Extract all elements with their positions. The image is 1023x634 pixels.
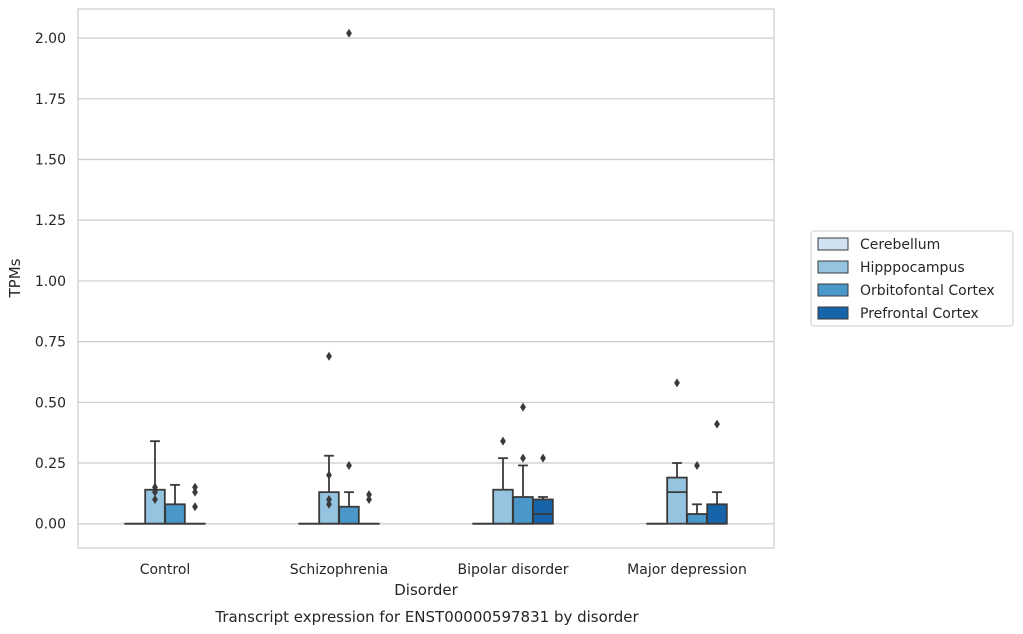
outlier-point xyxy=(152,487,158,497)
outlier-point xyxy=(520,453,526,463)
outlier-point xyxy=(326,494,332,504)
box xyxy=(706,503,728,525)
box-hipppocampus xyxy=(144,440,166,525)
outlier-point xyxy=(326,351,332,361)
x-tick-label: Major depression xyxy=(627,562,747,578)
legend-label: Prefrontal Cortex xyxy=(860,306,979,322)
legend-swatch xyxy=(817,283,849,297)
box-prefrontal-cortex xyxy=(532,453,554,525)
plot-frame xyxy=(77,8,775,549)
y-tick-label: 0.75 xyxy=(35,335,66,351)
outlier-point xyxy=(192,482,198,492)
outlier-point xyxy=(714,419,720,429)
legend-swatch xyxy=(817,306,849,320)
outlier-point xyxy=(366,490,372,500)
y-tick-label: 1.50 xyxy=(35,153,66,169)
y-tick-label: 2.00 xyxy=(35,31,66,47)
box xyxy=(512,496,534,525)
chart-caption: Transcript expression for ENST0000059783… xyxy=(214,608,639,626)
x-tick-label: Schizophrenia xyxy=(290,562,388,578)
y-axis-label: TPMs xyxy=(6,258,24,298)
box-hipppocampus xyxy=(666,378,688,525)
legend: Cerebellum Hipppocampus Orbitofontal Corte… xyxy=(810,230,1014,327)
box-hipppocampus xyxy=(318,351,340,525)
legend-label: Orbitofontal Cortex xyxy=(860,283,995,299)
outlier-point xyxy=(520,402,526,412)
legend-label: Hipppocampus xyxy=(860,260,965,276)
legend-item: Orbitofontal Cortex xyxy=(817,283,995,299)
outlier-point xyxy=(152,494,158,504)
legend-item: Prefrontal Cortex xyxy=(817,306,979,322)
outlier-point xyxy=(326,499,332,509)
legend-item: Cerebellum xyxy=(817,237,940,253)
box xyxy=(338,505,360,525)
x-axis-ticks: Control Schizophrenia Bipolar disorder Majo… xyxy=(140,562,747,578)
box-orbitofontal-cortex xyxy=(164,483,186,525)
outlier-point xyxy=(674,378,680,388)
y-tick-label: 1.00 xyxy=(35,274,66,290)
box xyxy=(666,476,688,525)
outlier-point xyxy=(192,487,198,497)
box-prefrontal-cortex xyxy=(184,482,206,525)
y-tick-label: 0.25 xyxy=(35,456,66,472)
y-tick-label: 0.00 xyxy=(35,517,66,533)
outlier-point xyxy=(366,494,372,504)
y-tick-label: 1.25 xyxy=(35,213,66,229)
x-tick-label: Control xyxy=(140,562,191,578)
x-tick-label: Bipolar disorder xyxy=(457,562,568,578)
outlier-point xyxy=(500,436,506,446)
box-prefrontal-cortex xyxy=(358,490,380,525)
y-axis-ticks: 0.00 0.25 0.50 0.75 1.00 1.25 1.50 1.75 2.00 xyxy=(35,31,66,533)
plot-area xyxy=(124,28,728,525)
legend-label: Cerebellum xyxy=(860,237,940,253)
box xyxy=(492,488,514,525)
legend-item: Hipppocampus xyxy=(817,260,965,276)
outlier-point xyxy=(152,482,158,492)
outlier-point xyxy=(192,502,198,512)
legend-swatch xyxy=(817,260,849,274)
legend-frame xyxy=(810,230,1014,327)
outlier-point xyxy=(694,460,700,470)
box-orbitofontal-cortex xyxy=(338,28,360,525)
box xyxy=(532,498,554,525)
outlier-point xyxy=(346,460,352,470)
outlier-point xyxy=(326,470,332,480)
outlier-point xyxy=(346,28,352,38)
x-axis-label: Disorder xyxy=(394,581,458,599)
legend-swatch xyxy=(817,237,849,251)
y-tick-label: 0.50 xyxy=(35,395,66,411)
y-tick-label: 1.75 xyxy=(35,92,66,108)
box-prefrontal-cortex xyxy=(706,419,728,525)
box xyxy=(164,503,186,525)
box xyxy=(686,513,708,525)
outlier-point xyxy=(540,453,546,463)
